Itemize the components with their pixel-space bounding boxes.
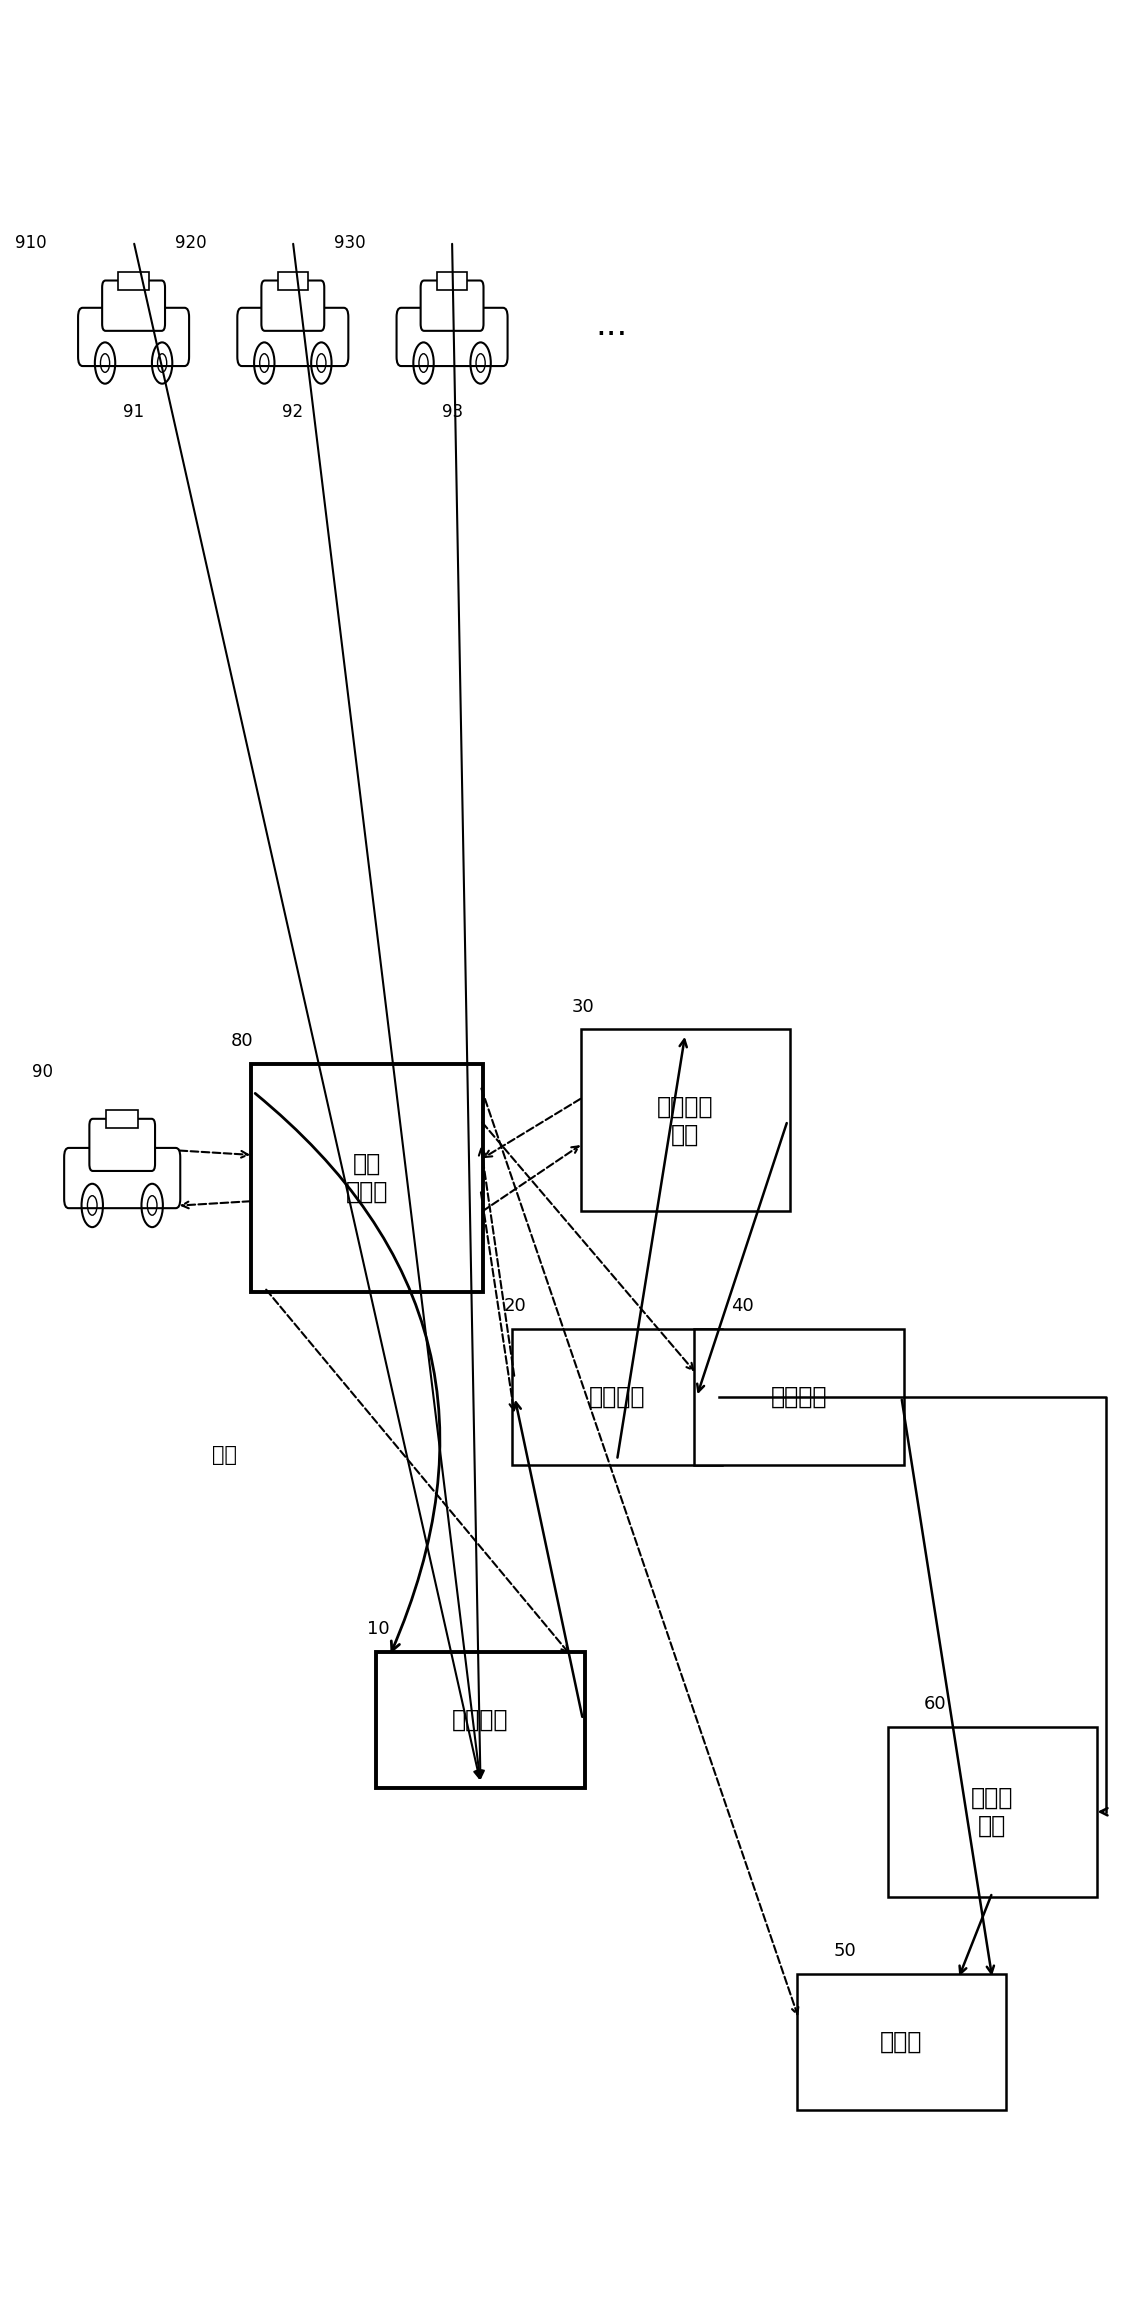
- FancyBboxPatch shape: [581, 1030, 790, 1210]
- FancyBboxPatch shape: [278, 273, 307, 289]
- Text: 60: 60: [924, 1696, 946, 1712]
- FancyBboxPatch shape: [397, 307, 507, 365]
- FancyBboxPatch shape: [512, 1328, 721, 1465]
- Text: 回收业者: 回收业者: [453, 1707, 509, 1732]
- FancyBboxPatch shape: [238, 307, 349, 365]
- Text: 送到: 送到: [213, 1444, 237, 1465]
- FancyBboxPatch shape: [250, 1065, 482, 1291]
- Text: 再循环
业者: 再循环 业者: [972, 1786, 1014, 1839]
- Text: 910: 910: [15, 233, 47, 252]
- Text: 销售店: 销售店: [880, 2030, 922, 2054]
- Text: 920: 920: [175, 233, 206, 252]
- Text: 10: 10: [367, 1619, 390, 1638]
- FancyBboxPatch shape: [694, 1328, 904, 1465]
- FancyBboxPatch shape: [421, 280, 483, 330]
- Text: 20: 20: [503, 1298, 526, 1314]
- FancyBboxPatch shape: [102, 280, 165, 330]
- FancyBboxPatch shape: [262, 280, 325, 330]
- Text: 92: 92: [282, 404, 303, 420]
- FancyBboxPatch shape: [888, 1726, 1097, 1897]
- Text: 91: 91: [123, 404, 144, 420]
- Text: 930: 930: [334, 233, 366, 252]
- Text: 93: 93: [441, 404, 463, 420]
- FancyBboxPatch shape: [64, 1148, 181, 1208]
- FancyBboxPatch shape: [797, 1975, 1006, 2111]
- Text: ...: ...: [596, 310, 628, 342]
- FancyBboxPatch shape: [437, 273, 467, 289]
- Text: 40: 40: [730, 1298, 753, 1314]
- Text: 90: 90: [32, 1063, 53, 1081]
- FancyBboxPatch shape: [78, 307, 189, 365]
- Text: 管理
服务器: 管理 服务器: [345, 1153, 387, 1204]
- FancyBboxPatch shape: [106, 1111, 138, 1127]
- Text: 30: 30: [572, 998, 594, 1016]
- FancyBboxPatch shape: [119, 273, 149, 289]
- FancyBboxPatch shape: [89, 1118, 155, 1171]
- Text: 80: 80: [230, 1033, 253, 1051]
- Text: 50: 50: [833, 1943, 856, 1961]
- Text: 制造业者: 制造业者: [770, 1386, 828, 1409]
- Text: 检查业者: 检查业者: [589, 1386, 646, 1409]
- Text: 性能恢复
业者: 性能恢复 业者: [657, 1095, 713, 1146]
- FancyBboxPatch shape: [376, 1652, 585, 1788]
- FancyArrowPatch shape: [255, 1093, 440, 1652]
